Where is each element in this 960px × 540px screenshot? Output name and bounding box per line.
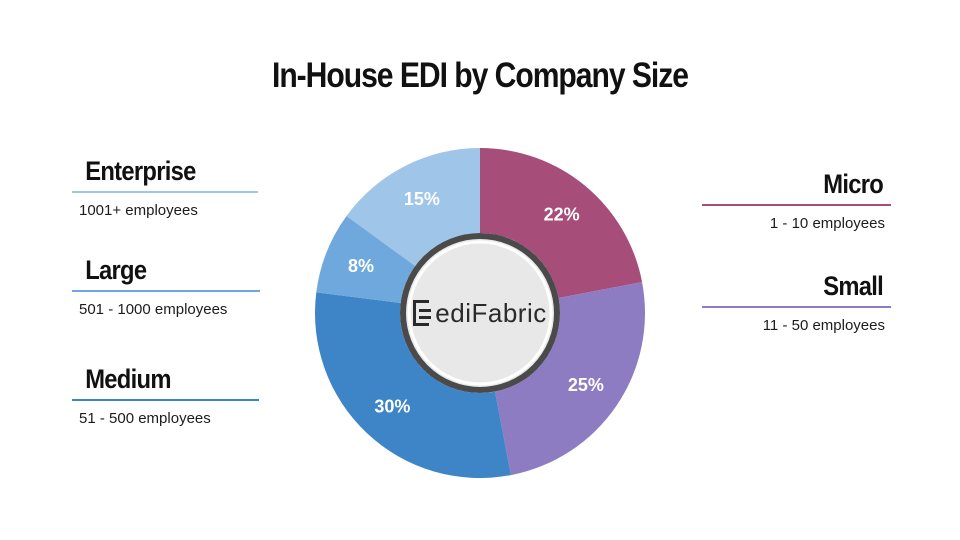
- slice-label-enterprise: 15%: [404, 189, 440, 209]
- legend-desc: 1001+ employees: [79, 202, 198, 219]
- legend-name: Enterprise: [85, 156, 196, 186]
- legend-item-medium: Medium 51 - 500 employees: [72, 364, 259, 427]
- pie-slice-medium: [314, 292, 511, 478]
- legend-line: [702, 306, 891, 308]
- slice-label-large: 8%: [348, 256, 374, 276]
- legend-line: [702, 204, 891, 206]
- legend-item-micro: Micro 1 - 10 employees: [702, 169, 891, 232]
- slice-label-small: 25%: [568, 375, 604, 395]
- slice-label-medium: 30%: [374, 396, 410, 416]
- legend-line: [72, 290, 260, 292]
- edifabric-logo: ediFabric: [413, 298, 546, 329]
- pie-slice-large: [316, 216, 416, 303]
- center-badge: [400, 233, 560, 393]
- pie-slice-enterprise: [346, 148, 480, 266]
- center-badge-inner-ring: [407, 240, 553, 386]
- legend-item-enterprise: Enterprise 1001+ employees: [72, 156, 258, 219]
- legend-line: [72, 399, 259, 401]
- edifabric-logo-icon: [413, 300, 432, 326]
- legend-item-small: Small 11 - 50 employees: [702, 271, 891, 334]
- logo-text: ediFabric: [435, 297, 547, 328]
- legend-desc: 1 - 10 employees: [769, 215, 885, 232]
- legend-desc: 501 - 1000 employees: [79, 301, 228, 318]
- legend-item-large: Large 501 - 1000 employees: [72, 255, 260, 318]
- pie-slice-small: [494, 282, 645, 476]
- legend-name: Small: [823, 271, 884, 301]
- legend-line: [72, 191, 258, 193]
- legend-desc: 51 - 500 employees: [79, 410, 211, 427]
- legend-name: Micro: [823, 169, 884, 199]
- pie-slice-micro: [480, 148, 643, 299]
- page-title: In-House EDI by Company Size: [272, 56, 689, 95]
- legend-name: Medium: [85, 364, 171, 394]
- legend-name: Large: [85, 255, 147, 285]
- legend-desc: 11 - 50 employees: [762, 317, 885, 334]
- center-logo: ediFabric: [400, 233, 560, 393]
- slice-label-micro: 22%: [544, 204, 580, 224]
